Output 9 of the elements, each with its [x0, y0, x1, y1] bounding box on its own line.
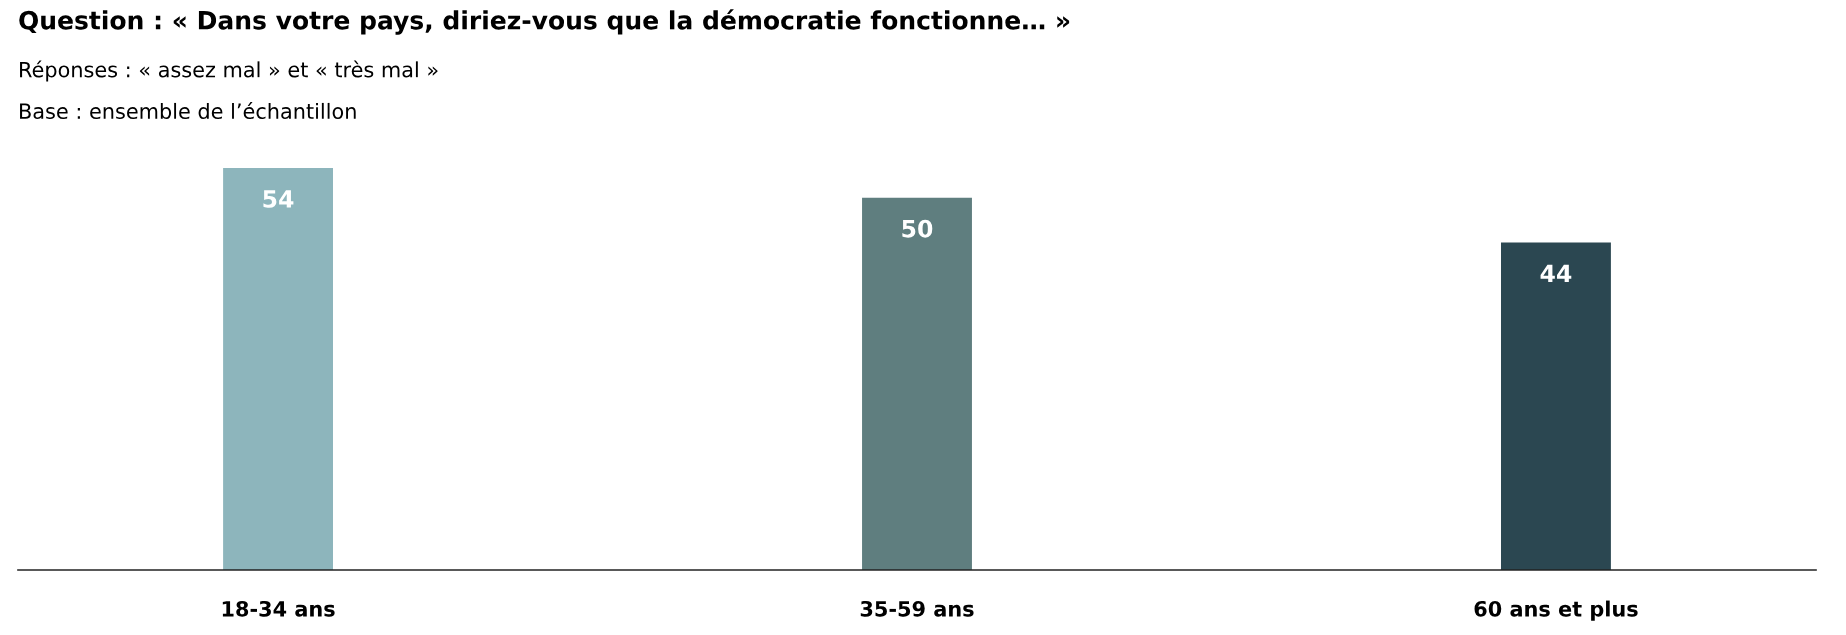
x-tick-label: 18-34 ans: [222, 600, 335, 617]
x-tick-label: 35-59 ans: [860, 600, 974, 617]
text: Base : ensemble de l’échantillon: [20, 102, 356, 120]
chart-title: Question : « Dans votre pays, diriez-vous que la démocratie fonctionne… »: [19, 9, 1070, 35]
data-label: 50: [902, 219, 933, 238]
x-tick-label: 60 ans et plus: [1474, 600, 1638, 621]
data-label: 54: [263, 190, 294, 208]
chart-subtitle: Réponses : « assez mal » et « très mal »: [20, 60, 438, 82]
data-label: 44: [1540, 264, 1572, 282]
